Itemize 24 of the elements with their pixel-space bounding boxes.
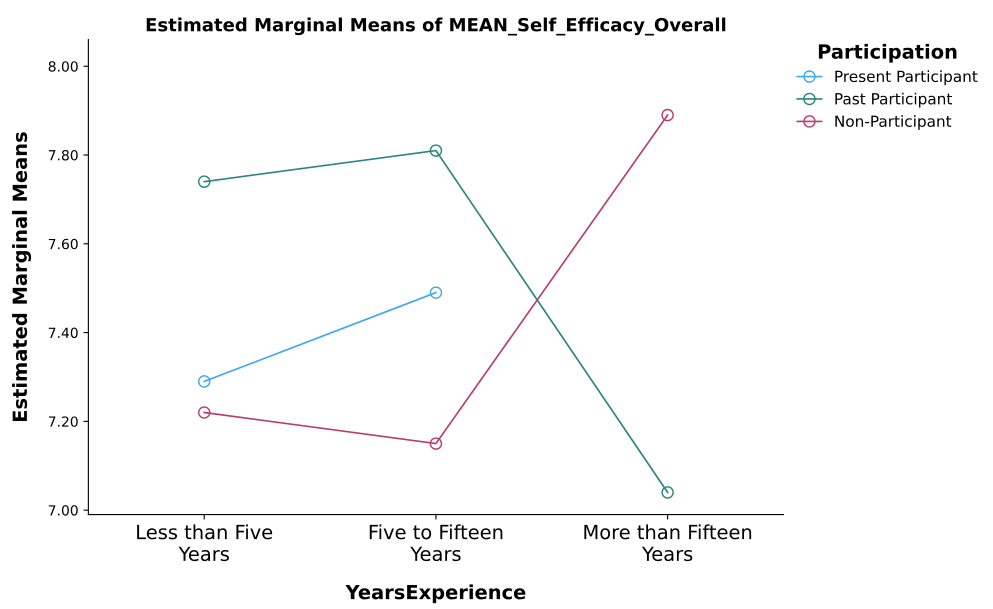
y-tick-label: 8.00 — [48, 61, 78, 72]
point — [198, 375, 210, 388]
y-tick-label: 7.40 — [48, 328, 78, 338]
point — [661, 486, 674, 499]
y-tick-label: 7.20 — [48, 416, 78, 427]
x-tick-label: Five to Fifteen Years — [370, 524, 502, 562]
point — [198, 406, 210, 419]
point — [430, 437, 442, 450]
point — [430, 144, 442, 157]
y-tick-label: 7.00 — [48, 505, 78, 516]
point — [661, 108, 674, 122]
legend-label: Present Participant — [835, 70, 978, 86]
x-tick-label: Less than Five Years — [137, 524, 272, 562]
legend-label: Non-Participant — [835, 115, 952, 130]
legend-label: Past Participant — [835, 92, 952, 108]
point — [198, 175, 210, 188]
y-tick-label: 7.60 — [48, 238, 78, 250]
y-tick-label: 7.80 — [48, 150, 78, 160]
x-tick-label: More than Fifteen Years — [584, 524, 752, 562]
legend-title: Participation — [818, 44, 956, 63]
point — [430, 286, 442, 299]
x-axis-title: YearsExperience — [345, 584, 526, 604]
y-axis-title: Estimated Marginal Means — [12, 132, 32, 422]
chart-title: Estimated Marginal Means of MEAN_Self_Efficacy_Overall — [146, 18, 726, 36]
